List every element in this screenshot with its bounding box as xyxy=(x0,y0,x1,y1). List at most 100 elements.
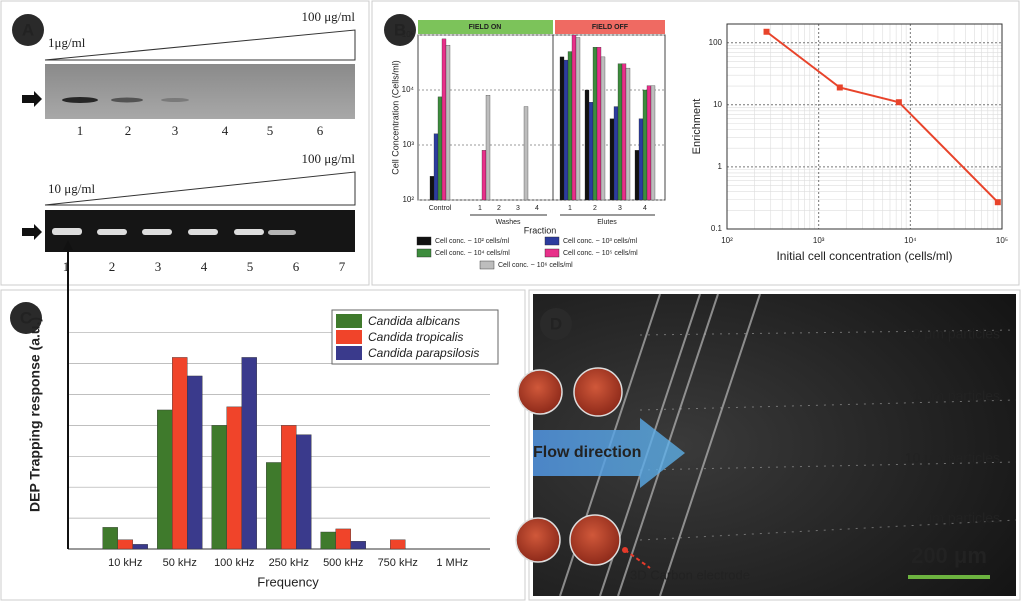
lane-label: 3 xyxy=(155,259,162,274)
bar xyxy=(588,102,594,201)
flow-arrow xyxy=(533,418,685,488)
x-tick-label: 2 xyxy=(593,205,597,212)
legend-swatch xyxy=(336,330,362,344)
bar xyxy=(638,118,644,201)
bar xyxy=(609,118,615,201)
y-tick-label: 10³ xyxy=(402,140,414,149)
panel-frame xyxy=(528,289,1021,601)
x-tick-label: 10⁴ xyxy=(904,236,917,245)
x-tick-label: 10 kHz xyxy=(108,557,142,569)
bar xyxy=(625,67,631,201)
gel-band xyxy=(161,98,189,102)
bar xyxy=(441,38,447,201)
marker xyxy=(836,84,843,91)
plot-frame xyxy=(417,34,666,201)
lane-label: 3 xyxy=(172,123,179,138)
bar xyxy=(617,63,623,201)
bar xyxy=(350,541,366,550)
pointer xyxy=(622,547,628,553)
electrode xyxy=(517,369,563,415)
panel-letter: C xyxy=(20,308,32,327)
x-tick-label: Control xyxy=(429,205,452,212)
arrow xyxy=(22,224,42,240)
bar xyxy=(481,150,487,201)
legend-swatch xyxy=(336,346,362,360)
y-axis-label: Cell Concentration (Cells/ml) xyxy=(390,60,400,175)
bar xyxy=(281,425,297,550)
legend-label: Cell conc. ~ 10³ cells/ml xyxy=(563,238,638,245)
gradient-wedge xyxy=(44,29,356,61)
bar xyxy=(320,531,336,550)
x-tick-label: 10² xyxy=(721,236,733,245)
particle-label: 1 μm particles xyxy=(913,388,1000,404)
legend-swatch xyxy=(479,260,495,270)
bar xyxy=(575,37,581,201)
lane-label: 2 xyxy=(125,123,132,138)
bar xyxy=(117,539,133,550)
x-tick-label: 1 xyxy=(568,205,572,212)
x-tick-label: 1 xyxy=(478,205,482,212)
bar xyxy=(226,406,242,550)
panel-letter: B xyxy=(394,20,406,39)
bar xyxy=(650,85,656,201)
bar xyxy=(241,357,257,550)
x-tick-label: 10⁵ xyxy=(996,236,1008,245)
header-label: FIELD OFF xyxy=(592,24,629,31)
legend-label: Cell conc. ~ 10⁶ cells/ml xyxy=(498,262,573,269)
x-tick-label: 3 xyxy=(516,205,520,212)
electrode-label: 3D Carbon electrode xyxy=(630,567,750,582)
legend-swatch xyxy=(544,248,560,258)
legend-label: Candida parapsilosis xyxy=(368,346,479,360)
line xyxy=(765,30,999,203)
legend-swatch xyxy=(416,236,432,246)
bar xyxy=(523,106,529,201)
panel-frame xyxy=(371,0,1020,286)
x-axis-label: Initial cell concentration (cells/ml) xyxy=(776,249,952,263)
header-bar xyxy=(555,20,665,34)
panel-badge xyxy=(12,14,44,46)
bar xyxy=(485,95,491,201)
bar xyxy=(571,34,577,201)
legend-label: Cell conc. ~ 10⁴ cells/ml xyxy=(435,250,510,257)
header-bar xyxy=(418,20,553,34)
group-label: Elutes xyxy=(597,219,617,226)
bar xyxy=(559,56,565,201)
bar xyxy=(600,56,606,201)
lane-label: 4 xyxy=(201,259,208,274)
bar xyxy=(584,89,590,201)
panel-badge xyxy=(540,308,572,340)
panel-badge xyxy=(384,14,416,46)
bar xyxy=(429,176,435,201)
bar xyxy=(132,544,148,550)
bar xyxy=(642,89,648,201)
lane-label: 4 xyxy=(222,123,229,138)
bar xyxy=(296,434,312,550)
gel-bands xyxy=(52,228,296,235)
bar xyxy=(102,527,118,550)
marker xyxy=(994,199,1001,206)
panel-frame xyxy=(0,289,526,601)
particle-label: 10 μm particles xyxy=(905,326,1000,342)
lane-label: 1 xyxy=(77,123,84,138)
x-tick-label: 750 kHz xyxy=(378,557,418,569)
particle-label: 1 μm particles xyxy=(913,510,1000,526)
y-tick-label: 1 xyxy=(718,162,723,171)
gel-low-label: 1μg/ml xyxy=(48,35,86,50)
gel-high-label: 100 μg/ml xyxy=(301,9,355,24)
lane-label: 6 xyxy=(293,259,300,274)
x-tick-label: 4 xyxy=(643,205,647,212)
gel-low-label: 10 μg/ml xyxy=(48,181,95,196)
y-axis-label: Enrichment xyxy=(691,99,703,155)
marker xyxy=(895,99,902,106)
bar xyxy=(621,63,627,201)
panel-frame xyxy=(0,0,370,286)
legend-swatch xyxy=(544,236,560,246)
bar xyxy=(335,528,351,550)
y-tick-label: 10² xyxy=(402,195,414,204)
plot-frame xyxy=(726,23,1003,230)
bar xyxy=(266,462,282,550)
legend-swatch xyxy=(336,314,362,328)
x-tick-label: 4 xyxy=(535,205,539,212)
axis-arrow xyxy=(63,240,73,250)
